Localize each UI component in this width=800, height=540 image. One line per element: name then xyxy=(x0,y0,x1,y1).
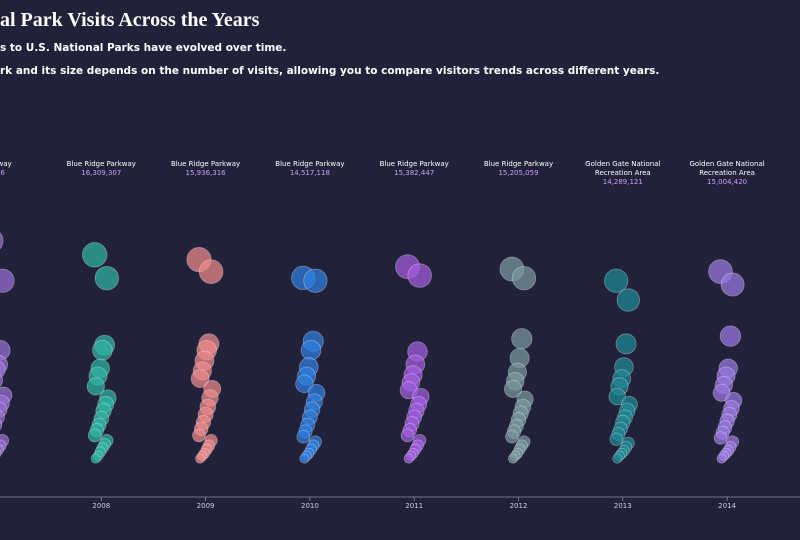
x-tick-label: 2010 xyxy=(301,502,319,510)
park-dot xyxy=(299,453,310,464)
park-label: Blue Ridge Parkway xyxy=(67,160,136,168)
visits-label: 15,004,420 xyxy=(707,178,747,186)
park-dot xyxy=(616,288,640,312)
visits-label: 16,309,307 xyxy=(81,169,121,177)
park-dot xyxy=(400,428,415,443)
park-dot xyxy=(716,453,727,464)
park-dot xyxy=(0,360,6,379)
park-dot xyxy=(0,231,4,250)
park-dot xyxy=(90,453,101,464)
park-label: Parkway xyxy=(0,160,12,168)
park-dot xyxy=(507,453,519,464)
park-dot xyxy=(82,242,108,268)
x-tick-label: 2012 xyxy=(510,502,528,510)
visits-label: 15,936,316 xyxy=(186,169,227,177)
visits-label: 14,517,118 xyxy=(290,169,330,177)
visits-label: 14,289,121 xyxy=(603,178,643,186)
park-dot xyxy=(0,268,15,293)
x-tick-label: 2014 xyxy=(718,502,736,510)
park-dot xyxy=(609,432,623,446)
park-label: Blue Ridge Parkway xyxy=(484,160,553,168)
park-dot xyxy=(303,268,328,293)
park-dot xyxy=(0,449,2,458)
park-label: Golden Gate National xyxy=(689,160,764,168)
park-label: Blue Ridge Parkway xyxy=(380,160,449,168)
park-dot xyxy=(92,340,113,361)
park-dot xyxy=(0,373,4,387)
park-dot xyxy=(604,268,629,293)
chart-title: al Park Visits Across the Years xyxy=(0,9,260,31)
park-dot xyxy=(300,340,322,361)
park-dot xyxy=(612,453,623,464)
park-dot xyxy=(198,259,224,284)
park-dot xyxy=(511,265,537,291)
park-dot xyxy=(511,328,533,350)
park-dot xyxy=(403,453,414,464)
park-dot xyxy=(615,333,637,355)
park-dot xyxy=(0,410,5,425)
park-dot xyxy=(94,265,119,291)
park-label: Blue Ridge Parkway xyxy=(171,160,240,168)
park-dot xyxy=(295,374,314,393)
visits-label: ,286 xyxy=(0,169,5,177)
park-dot xyxy=(192,428,206,443)
park-dot xyxy=(720,272,745,297)
x-tick-label: 2013 xyxy=(614,502,632,510)
park-dot xyxy=(190,369,210,388)
park-dot xyxy=(608,387,626,406)
park-dot xyxy=(719,325,742,347)
visits-label: 15,205,059 xyxy=(498,169,538,177)
park-dot xyxy=(296,429,311,444)
x-tick-label: 2009 xyxy=(197,502,215,510)
park-label: Golden Gate National xyxy=(585,160,660,168)
visits-label: 15,382,447 xyxy=(394,169,434,177)
park-dot xyxy=(712,383,731,402)
park-dot xyxy=(505,429,519,444)
park-label: Blue Ridge Parkway xyxy=(275,160,344,168)
subtitle: rk and its size depends on the number of… xyxy=(0,65,659,77)
park-label: Recreation Area xyxy=(595,169,651,177)
park-dot xyxy=(195,453,206,464)
park-dot xyxy=(504,379,522,398)
subtitle: s to U.S. National Parks have evolved ov… xyxy=(0,42,286,54)
x-tick-label: 2011 xyxy=(405,502,423,510)
park-dot xyxy=(713,431,728,445)
park-dot xyxy=(407,263,432,288)
park-dot xyxy=(87,428,102,443)
x-tick-label: 2008 xyxy=(92,502,110,510)
park-dot xyxy=(0,419,3,431)
park-label: Recreation Area xyxy=(699,169,755,177)
park-dot xyxy=(86,377,105,396)
